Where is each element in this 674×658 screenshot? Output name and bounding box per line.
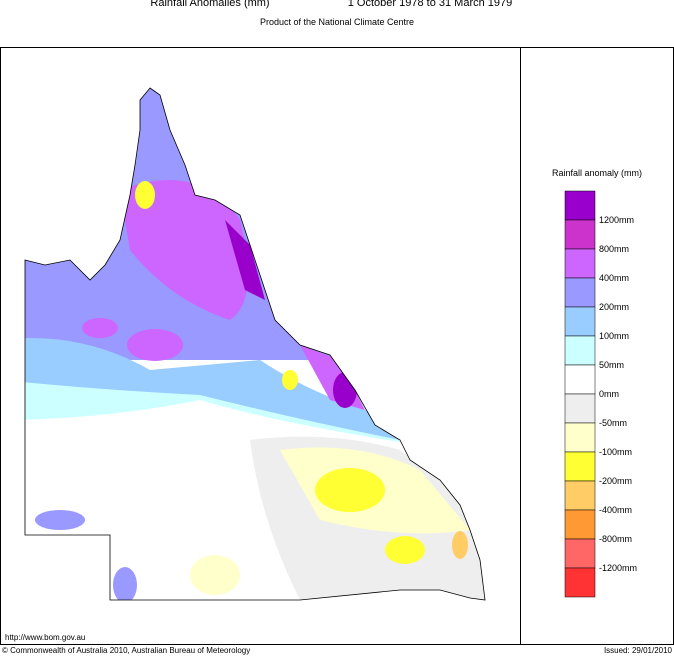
legend-label: -1200mm: [599, 563, 637, 573]
legend-swatch: [564, 335, 596, 366]
legend-swatch: [564, 248, 596, 279]
legend-label: -200mm: [599, 476, 632, 486]
legend-label: 400mm: [599, 273, 629, 283]
legend-label: 0mm: [599, 389, 619, 399]
legend-swatch: [564, 567, 596, 598]
issued: Issued: 29/01/2010: [604, 646, 673, 655]
url: http://www.bom.gov.au: [5, 633, 85, 642]
legend-label: 200mm: [599, 302, 629, 312]
copyright: © Commonwealth of Australia 2010, Austra…: [2, 646, 250, 655]
legend-swatch: [564, 422, 596, 453]
period: 1 October 1978 to 31 March 1979: [348, 0, 513, 9]
legend-label: 800mm: [599, 244, 629, 254]
anomaly-map: [25, 88, 485, 600]
legend-label: -100mm: [599, 447, 632, 457]
legend-swatch: [564, 190, 596, 221]
legend-label: 100mm: [599, 331, 629, 341]
legend-swatch: [564, 538, 596, 569]
legend-swatch: [564, 393, 596, 424]
title: Rainfall Anomalies (mm): [150, 0, 269, 9]
legend-label: 50mm: [599, 360, 624, 370]
legend-swatch: [564, 480, 596, 511]
legend-swatch: [564, 364, 596, 395]
legend-label: 1200mm: [599, 215, 634, 225]
legend: 1200mm 800mm 400mm 200mm 100mm 50mm 0mm -50mm -1…: [564, 190, 637, 598]
legend-swatch: [564, 306, 596, 337]
legend-swatch: [564, 509, 596, 540]
legend-label: -400mm: [599, 505, 632, 515]
legend-label: -50mm: [599, 418, 627, 428]
legend-swatch: [564, 219, 596, 250]
legend-swatch: [564, 451, 596, 482]
legend-label: -800mm: [599, 534, 632, 544]
legend-swatch: [564, 277, 596, 308]
subtitle: Product of the National Climate Centre: [260, 17, 414, 27]
state-outline: [24, 87, 486, 601]
legend-title: Rainfall anomaly (mm): [552, 168, 642, 178]
